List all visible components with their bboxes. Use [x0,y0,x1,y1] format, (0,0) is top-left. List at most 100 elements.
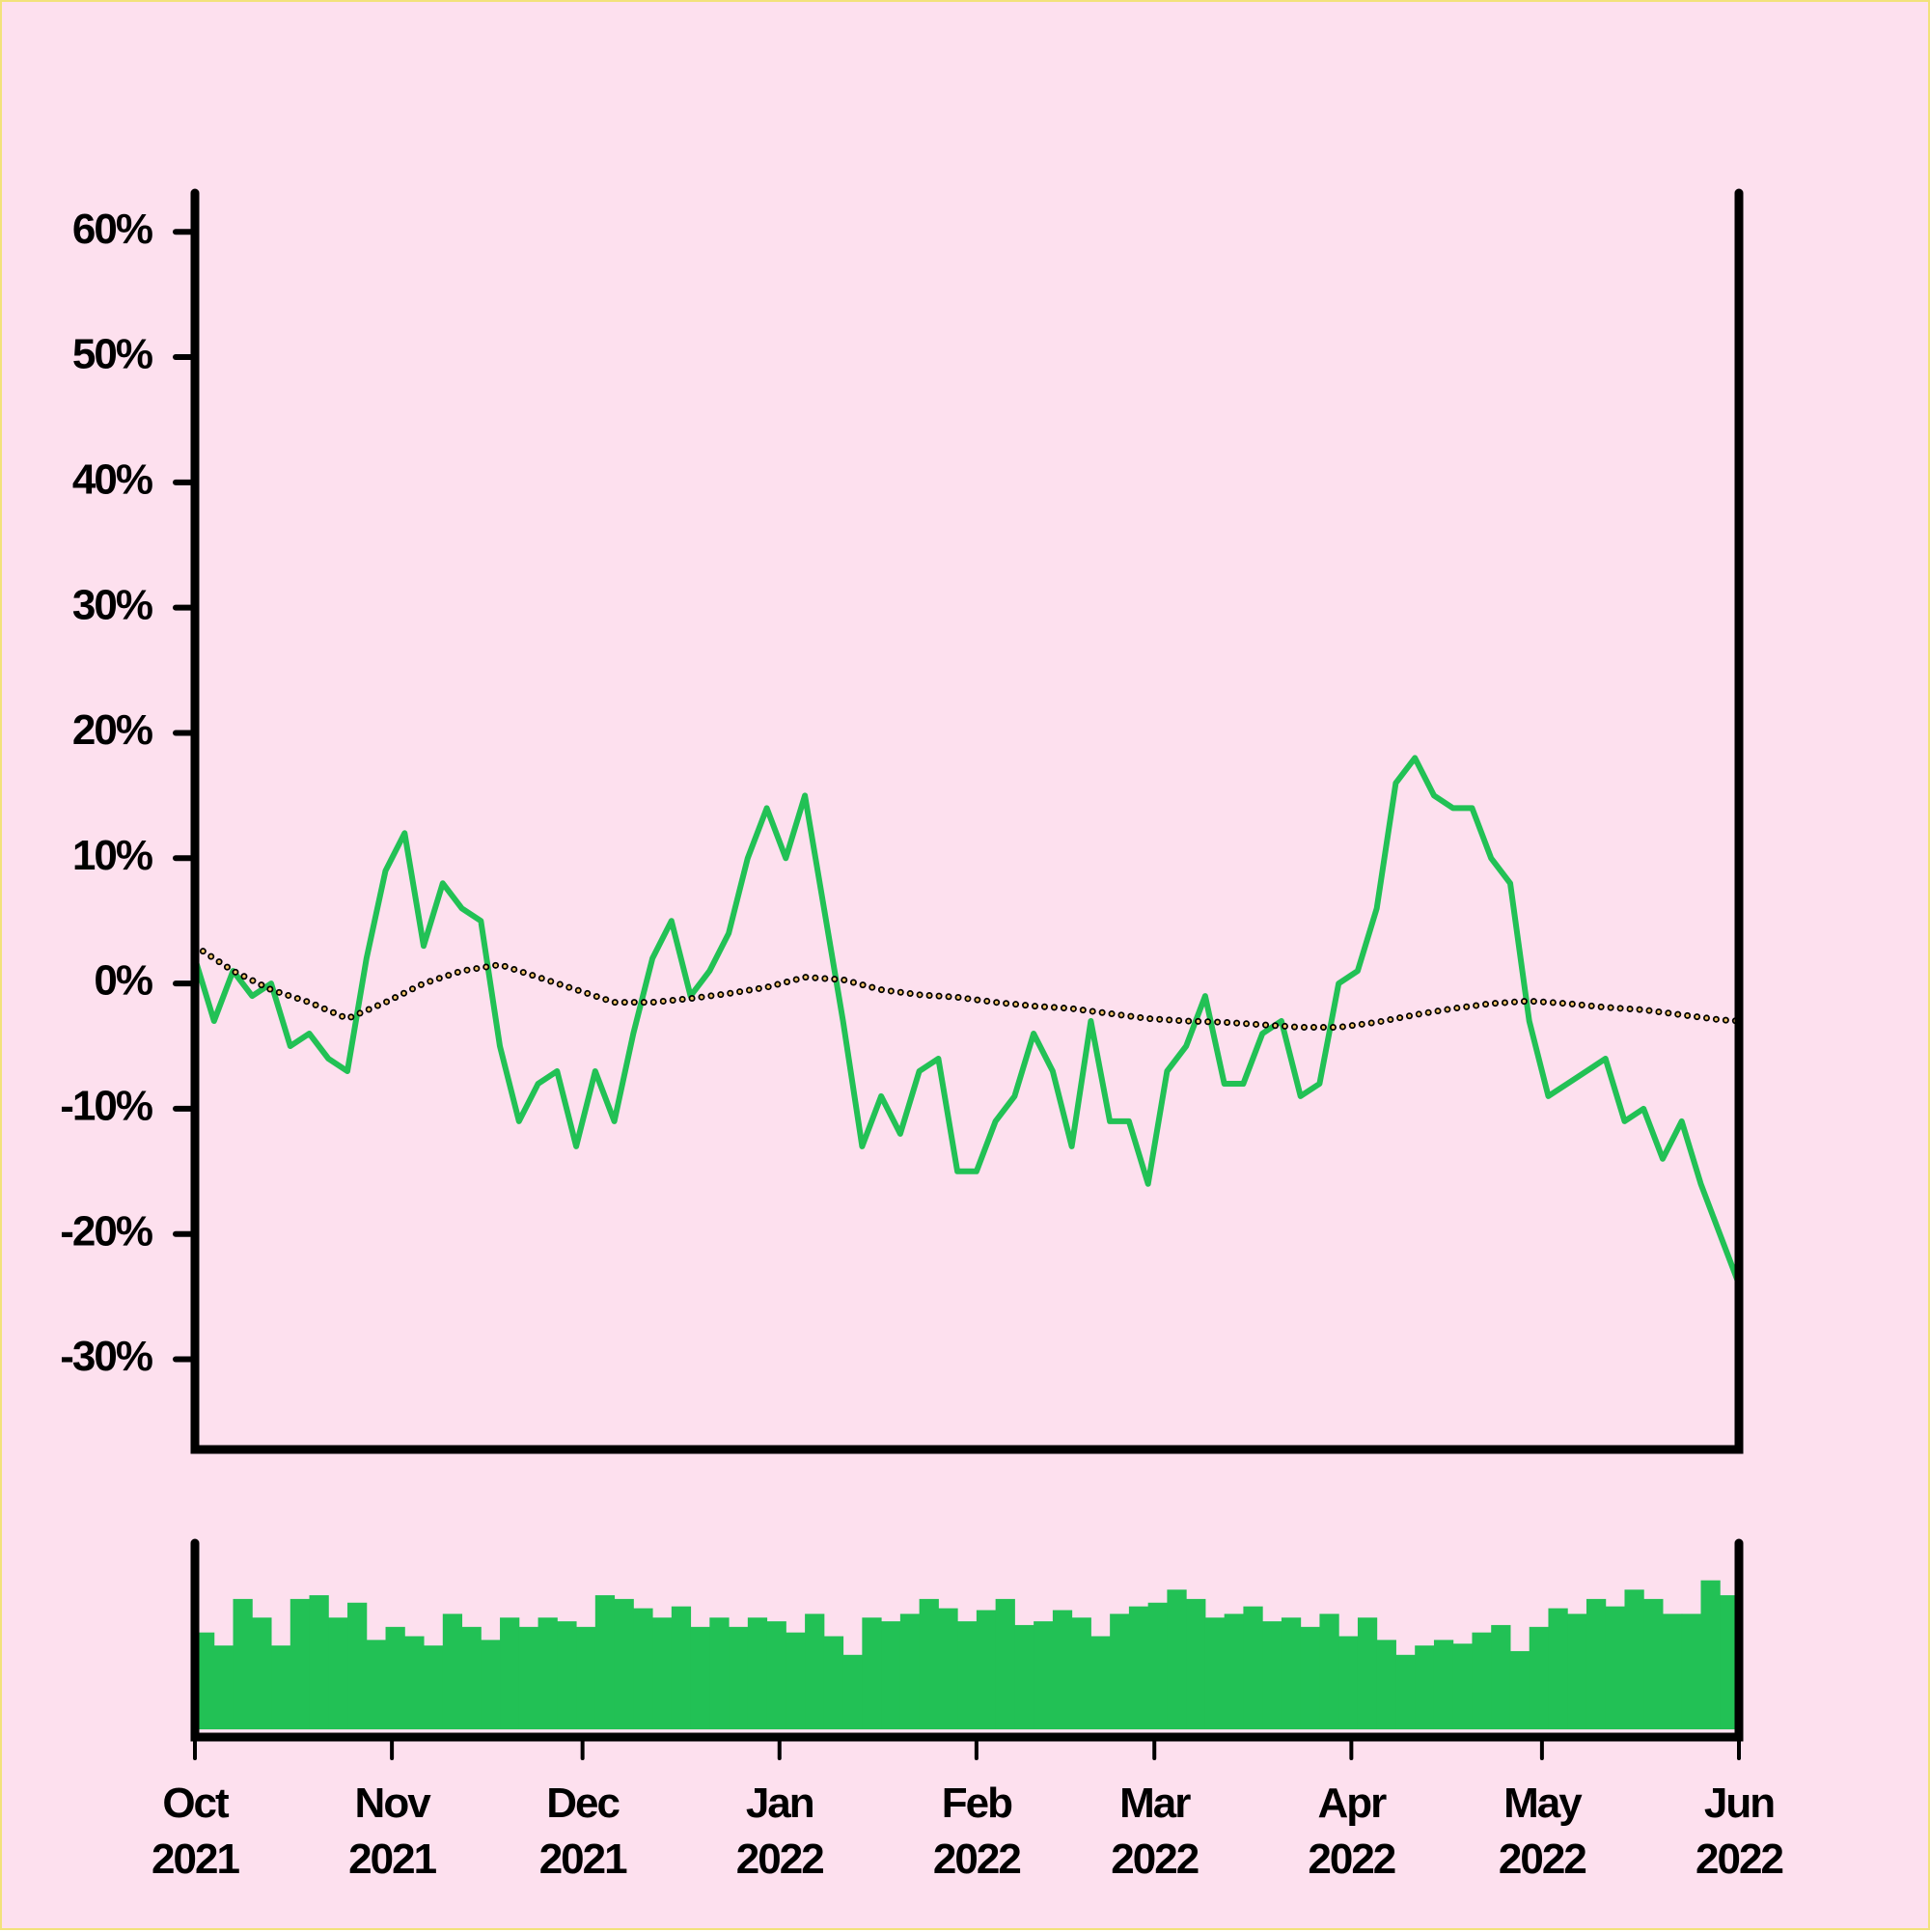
volume-bar [252,1617,272,1729]
volume-bar [766,1621,786,1729]
volume-bar [1585,1598,1607,1729]
volume-bar [1243,1606,1263,1729]
volume-bar [366,1640,387,1729]
volume-bar [481,1640,501,1729]
volume-bar [614,1598,634,1729]
volume-bar [1034,1621,1054,1729]
volume-bar [1090,1636,1111,1729]
volume-bar [1147,1602,1168,1729]
volume-bar [1643,1598,1664,1729]
volume-bar [747,1617,768,1729]
volume-bar [233,1598,253,1729]
y-tick-label: 10% [72,832,152,879]
y-tick-label: -30% [60,1333,152,1380]
volume-bar [1700,1580,1721,1729]
volume-bar [633,1608,653,1729]
volume-bar [1110,1614,1130,1729]
x-tick-label: May 2022 [1498,1780,1587,1883]
volume-bar [976,1610,997,1729]
volume-bar [1052,1610,1073,1729]
volume-bar [862,1617,882,1729]
volume-bar [1357,1617,1378,1729]
volume-bar [652,1617,673,1729]
volume-bar [1681,1614,1701,1729]
volume-bar [500,1617,520,1729]
volume-bar [424,1645,444,1729]
volume-bar [1472,1632,1492,1729]
volume-bar [995,1598,1015,1729]
y-tick-label: -10% [60,1083,152,1130]
volume-bar [1167,1589,1187,1729]
axis-frame [190,1538,1744,1742]
volume-bar [538,1617,558,1729]
volume-bar [290,1598,311,1729]
volume-bar [404,1636,425,1729]
trend-line [193,944,1741,1030]
volume-bar [576,1626,596,1729]
volume-bar [1491,1624,1511,1729]
volume-bar [1376,1640,1396,1729]
volume-bar [671,1606,692,1729]
price-line [192,755,1742,1285]
volume-bar [1319,1614,1339,1729]
volume-bar [690,1626,710,1729]
y-tick-label: 0% [94,957,152,1005]
y-tick-label: 60% [72,206,152,253]
volume-bar [823,1636,844,1729]
x-tick-label: Apr 2022 [1308,1780,1396,1883]
volume-bar [919,1598,939,1729]
y-tick-label: 20% [72,706,152,754]
volume-bar [1224,1614,1244,1729]
volume-bar [1720,1595,1740,1729]
volume-bar [1014,1624,1034,1729]
volume-bar [1300,1626,1320,1729]
volume-bar [1567,1614,1587,1729]
volume-bar [1433,1640,1454,1729]
volume-bar [1605,1606,1625,1729]
axis-frame [190,188,1744,1454]
volume-bar [1128,1606,1149,1729]
volume-bar [1262,1621,1282,1729]
volume-bar [1624,1589,1644,1729]
volume-bar [1452,1643,1473,1729]
volume-bar [1071,1617,1091,1729]
volume-bar [899,1614,921,1729]
volume-bar [1186,1598,1206,1729]
x-tick-label: Oct 2021 [152,1780,240,1883]
volume-bar [328,1617,348,1729]
volume-bar [461,1626,482,1729]
volume-bar [805,1614,825,1729]
volume-bar [1509,1650,1530,1729]
x-tick-label: Nov 2021 [348,1780,437,1883]
y-tick-label: 30% [72,581,152,628]
volume-bar [729,1626,749,1729]
x-tick-label: Jun 2022 [1696,1780,1784,1883]
volume-bar [385,1626,405,1729]
volume-bar [594,1595,616,1729]
volume-bar [881,1621,901,1729]
volume-bar [1281,1617,1302,1729]
volume-bar [1204,1617,1226,1729]
volume-bar [1529,1626,1549,1729]
volume-bar [1395,1654,1416,1729]
volume-bar [1338,1636,1359,1729]
volume-bar [1662,1614,1683,1729]
volume-bar [938,1608,958,1729]
x-tick-label: Feb 2022 [932,1780,1022,1883]
y-tick-label: 50% [72,331,152,378]
volume-bar [786,1632,806,1729]
volume-bar [709,1617,730,1729]
volume-bar [442,1614,463,1729]
volume-bar [957,1621,978,1729]
volume-bar [195,1632,215,1729]
volume-bar [518,1626,539,1729]
volume-bar [347,1602,368,1729]
volume-bar [842,1654,863,1729]
volume-bar [1548,1608,1568,1729]
x-tick-label: Mar 2022 [1111,1780,1199,1883]
x-tick-label: Jan 2022 [735,1780,825,1883]
volume-bar [557,1621,577,1729]
trend-line-outline [191,942,1743,1031]
